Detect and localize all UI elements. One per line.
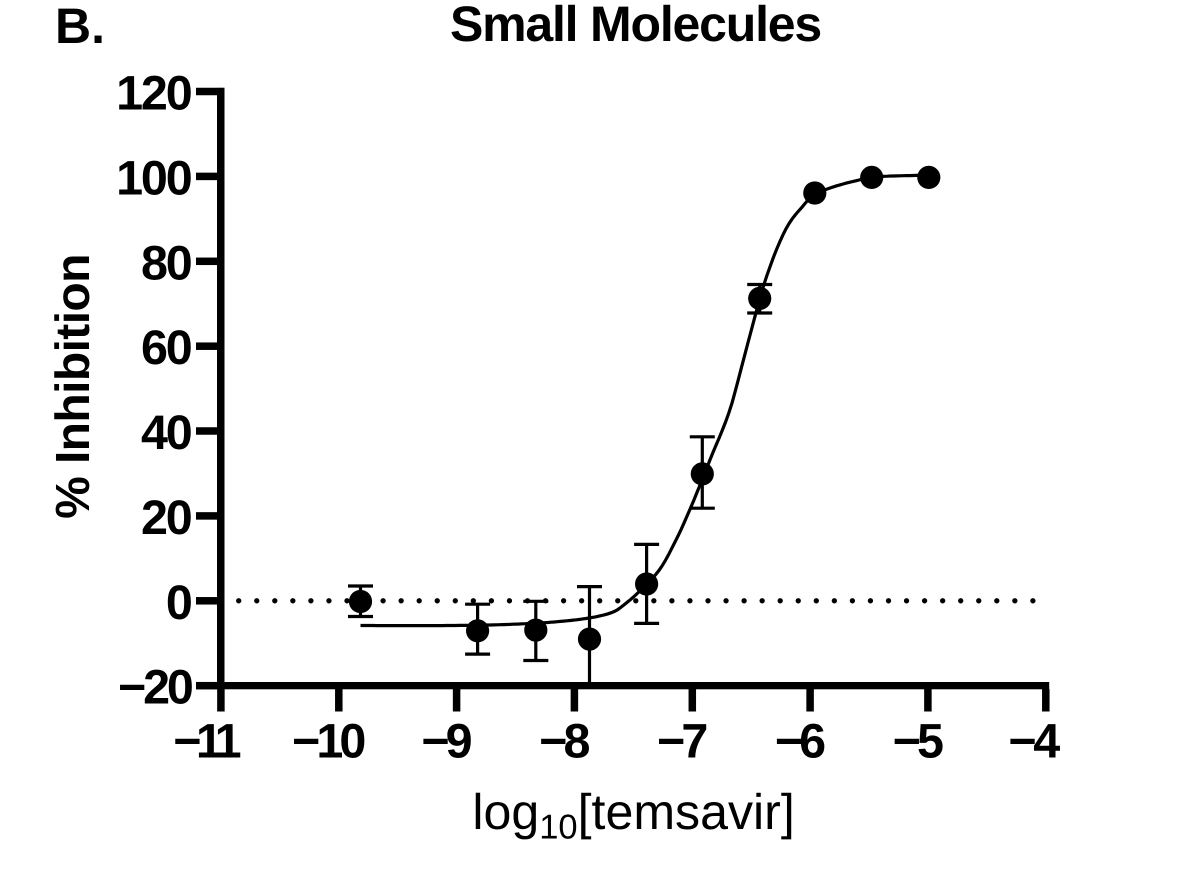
svg-text:log10[temsavir]: log10[temsavir] <box>472 784 794 846</box>
svg-text:−11: −11 <box>173 715 240 769</box>
svg-text:100: 100 <box>116 151 191 205</box>
svg-text:B.: B. <box>55 0 105 54</box>
svg-text:−4: −4 <box>1008 715 1060 769</box>
svg-text:−6: −6 <box>775 715 825 769</box>
svg-text:−7: −7 <box>657 715 706 769</box>
svg-text:% Inhibition: % Inhibition <box>47 254 100 519</box>
svg-text:20: 20 <box>141 491 191 545</box>
svg-text:0: 0 <box>166 576 191 630</box>
svg-text:120: 120 <box>116 67 191 121</box>
svg-text:80: 80 <box>141 236 191 290</box>
svg-text:60: 60 <box>141 321 191 375</box>
svg-text:−8: −8 <box>539 715 589 769</box>
svg-text:−9: −9 <box>421 715 471 769</box>
svg-text:−20: −20 <box>118 661 192 715</box>
svg-text:40: 40 <box>141 406 191 460</box>
svg-text:−10: −10 <box>292 715 364 769</box>
svg-text:Small Molecules: Small Molecules <box>450 0 821 52</box>
svg-text:−5: −5 <box>893 715 943 769</box>
